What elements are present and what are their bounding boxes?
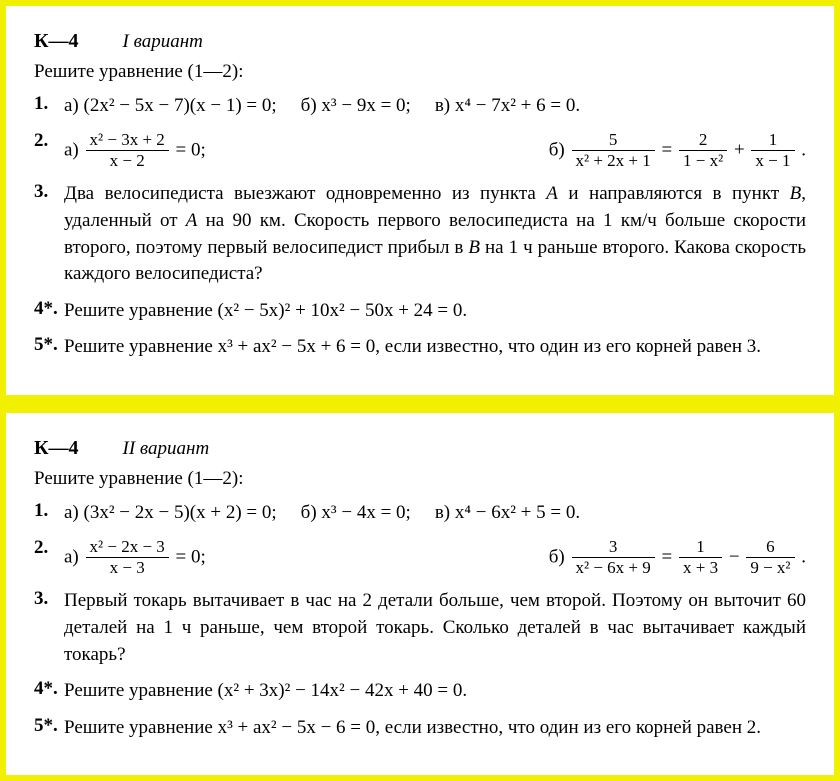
variant-label-v1: I вариант [123,31,203,52]
fraction: x² − 2x − 3 x − 3 [86,537,169,579]
header-v1: К—4 I вариант [34,30,806,53]
instruction-v2: Решите уравнение (1—2): [34,468,806,490]
problem-5-v2: 5*. Решите уравнение x³ + ax² − 5x − 6 =… [34,715,806,742]
fraction: x² − 3x + 2 x − 2 [86,130,169,172]
fraction: 3 x² − 6x + 9 [572,537,655,579]
problem-body: а) x² − 2x − 3 x − 3 = 0; б) 3 x² − 6x +… [64,537,806,579]
page-variant-1: К—4 I вариант Решите уравнение (1—2): 1.… [6,6,834,395]
problem-1-v2: 1. а) (3x² − 2x − 5)(x + 2) = 0; б) x³ −… [34,500,806,527]
fraction: 1 x − 1 [751,130,794,172]
sub-a: а) x² − 3x + 2 x − 2 = 0; [64,130,206,172]
problem-3-v2: 3. Первый токарь вытачивает в час на 2 д… [34,588,806,668]
problem-body: а) (3x² − 2x − 5)(x + 2) = 0; б) x³ − 4x… [64,500,806,527]
problem-2-v1: 2. а) x² − 3x + 2 x − 2 = 0; б) 5 x² + 2… [34,130,806,172]
fraction: 2 1 − x² [679,130,727,172]
k-label-v1: К—4 [34,30,79,52]
problem-4-v1: 4*. Решите уравнение (x² − 5x)² + 10x² −… [34,298,806,325]
sub-b: б) 5 x² + 2x + 1 = 2 1 − x² + 1 x − 1 . [549,130,806,172]
sub-c: в) x⁴ − 6x² + 5 = 0. [435,500,580,527]
problem-num: 4*. [34,678,64,700]
sub-a: а) (2x² − 5x − 7)(x − 1) = 0; [64,93,277,120]
sub-b: б) x³ − 9x = 0; [301,93,411,120]
k-label-v2: К—4 [34,437,79,459]
header-v2: К—4 II вариант [34,437,806,460]
problem-5-v1: 5*. Решите уравнение x³ + ax² − 5x + 6 =… [34,334,806,361]
problem-3-v1: 3. Два велосипедиста выезжают одновремен… [34,181,806,287]
problem-body: а) (2x² − 5x − 7)(x − 1) = 0; б) x³ − 9x… [64,93,806,120]
problem-body: Решите уравнение x³ + ax² − 5x + 6 = 0, … [64,334,806,361]
problem-body: Два велосипедиста выезжают одновременно … [64,181,806,287]
problem-4-v2: 4*. Решите уравнение (x² + 3x)² − 14x² −… [34,678,806,705]
page-divider [0,401,840,407]
problem-body: Решите уравнение (x² + 3x)² − 14x² − 42x… [64,678,806,705]
page-variant-2: К—4 II вариант Решите уравнение (1—2): 1… [6,413,834,775]
sub-b: б) x³ − 4x = 0; [301,500,411,527]
sub-a: а) (3x² − 2x − 5)(x + 2) = 0; [64,500,277,527]
problem-2-v2: 2. а) x² − 2x − 3 x − 3 = 0; б) 3 x² − 6… [34,537,806,579]
problem-body: Первый токарь вытачивает в час на 2 дета… [64,588,806,668]
problem-body: а) x² − 3x + 2 x − 2 = 0; б) 5 x² + 2x +… [64,130,806,172]
problem-num: 3. [34,181,64,203]
problem-body: Решите уравнение (x² − 5x)² + 10x² − 50x… [64,298,806,325]
fraction: 5 x² + 2x + 1 [572,130,655,172]
problem-num: 5*. [34,715,64,737]
problem-body: Решите уравнение x³ + ax² − 5x − 6 = 0, … [64,715,806,742]
problem-num: 2. [34,537,64,559]
problem-num: 5*. [34,334,64,356]
problem-num: 4*. [34,298,64,320]
variant-label-v2: II вариант [123,438,210,459]
sub-a: а) x² − 2x − 3 x − 3 = 0; [64,537,206,579]
problem-num: 1. [34,93,64,115]
problem-num: 3. [34,588,64,610]
fraction: 6 9 − x² [746,537,794,579]
problem-num: 2. [34,130,64,152]
problem-1-v1: 1. а) (2x² − 5x − 7)(x − 1) = 0; б) x³ −… [34,93,806,120]
instruction-v1: Решите уравнение (1—2): [34,61,806,83]
sub-b: б) 3 x² − 6x + 9 = 1 x + 3 − 6 9 − x² . [549,537,806,579]
sub-c: в) x⁴ − 7x² + 6 = 0. [435,93,580,120]
problem-num: 1. [34,500,64,522]
fraction: 1 x + 3 [679,537,722,579]
